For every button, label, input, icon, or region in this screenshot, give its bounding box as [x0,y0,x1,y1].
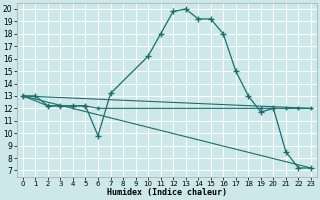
X-axis label: Humidex (Indice chaleur): Humidex (Indice chaleur) [107,188,227,197]
